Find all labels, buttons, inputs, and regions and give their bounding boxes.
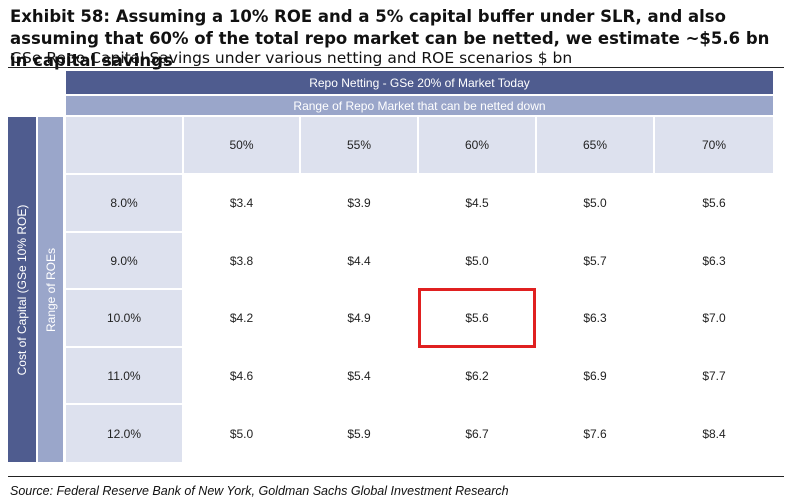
table-cell: $6.9 [537, 348, 653, 403]
column-header: 70% [655, 117, 773, 173]
table-cell: $3.9 [301, 175, 417, 231]
header-repo-netting: Repo Netting - GSe 20% of Market Today [66, 71, 773, 94]
table-cell: $4.6 [184, 348, 299, 403]
corner-cell [66, 117, 182, 173]
bottom-rule [8, 476, 784, 477]
table-cell: $5.0 [184, 405, 299, 462]
column-header: 60% [419, 117, 535, 173]
table-cell: $3.8 [184, 233, 299, 288]
table-cell: $6.3 [537, 290, 653, 346]
highlight-box [418, 288, 536, 348]
table-cell: $7.0 [655, 290, 773, 346]
row-header: 11.0% [66, 348, 182, 403]
row-group-cost-of-capital: Cost of Capital (GSe 10% ROE) [8, 117, 36, 462]
row-header: 8.0% [66, 175, 182, 231]
table-cell: $8.4 [655, 405, 773, 462]
chart-title: Exhibit 58: Assuming a 10% ROE and a 5% … [10, 7, 770, 70]
row-header: 10.0% [66, 290, 182, 346]
table-cell: $5.9 [301, 405, 417, 462]
table-cell: $5.0 [419, 233, 535, 288]
top-rule [8, 67, 784, 68]
chart-subtitle: GSe Repo Capital Savings under various n… [10, 49, 573, 67]
table-cell: $6.2 [419, 348, 535, 403]
table-cell: $4.2 [184, 290, 299, 346]
table-cell: $5.4 [301, 348, 417, 403]
table-cell: $7.6 [537, 405, 653, 462]
table-cell: $7.7 [655, 348, 773, 403]
header-repo-netting-label: Repo Netting - GSe 20% of Market Today [309, 75, 530, 90]
table-cell: $5.7 [537, 233, 653, 288]
column-header: 50% [184, 117, 299, 173]
table-cell: $5.6 [419, 290, 535, 346]
table-cell: $4.5 [419, 175, 535, 231]
table-cell: $4.4 [301, 233, 417, 288]
row-group-range-of-roes-label: Range of ROEs [43, 247, 58, 332]
table-cell: $5.6 [655, 175, 773, 231]
row-header: 9.0% [66, 233, 182, 288]
source-note: Source: Federal Reserve Bank of New York… [10, 484, 509, 498]
column-header: 55% [301, 117, 417, 173]
column-header: 65% [537, 117, 653, 173]
table-cell: $4.9 [301, 290, 417, 346]
table-cell: $5.0 [537, 175, 653, 231]
header-netting-range-label: Range of Repo Market that can be netted … [293, 98, 546, 113]
row-group-cost-of-capital-label: Cost of Capital (GSe 10% ROE) [15, 204, 29, 375]
row-header: 12.0% [66, 405, 182, 462]
table-cell: $3.4 [184, 175, 299, 231]
table-cell: $6.3 [655, 233, 773, 288]
header-netting-range: Range of Repo Market that can be netted … [66, 96, 773, 115]
row-group-range-of-roes: Range of ROEs [38, 117, 63, 462]
table-cell: $6.7 [419, 405, 535, 462]
